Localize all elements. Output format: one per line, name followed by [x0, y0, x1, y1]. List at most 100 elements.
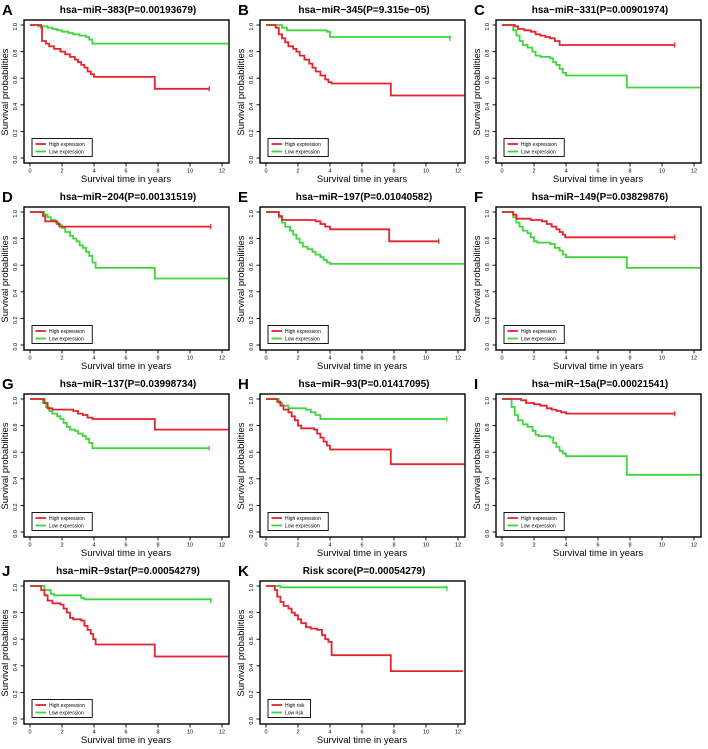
y-axis-label: Survival probabilities — [472, 48, 483, 135]
legend-label: Low expression — [285, 149, 320, 155]
x-tick-label: 4 — [328, 169, 331, 175]
x-tick-label: 2 — [60, 730, 63, 736]
x-axis-label: Survival time in years — [553, 361, 644, 372]
y-tick-label: 1.0 — [13, 23, 19, 31]
legend-box — [31, 512, 93, 531]
panel-title: hsa−miR−149(P=0.03829876) — [532, 192, 669, 203]
y-tick-label: 0.4 — [249, 664, 255, 672]
plot-box — [23, 206, 230, 351]
plot-box — [23, 19, 230, 164]
panel-letter: F — [474, 189, 483, 206]
legend-box — [503, 138, 565, 157]
x-axis-label: Survival time in years — [553, 174, 644, 185]
x-tick-label: 0 — [28, 730, 31, 736]
x-tick-label: 12 — [455, 169, 461, 175]
y-tick-label: 0.4 — [249, 477, 255, 485]
y-tick-label: 0.2 — [13, 129, 19, 137]
y-tick-label: 0.0 — [13, 530, 19, 538]
y-tick-label: 0.0 — [249, 530, 255, 538]
x-tick-label: 0 — [28, 169, 31, 175]
x-tick-label: 6 — [124, 730, 127, 736]
panel-title: Risk score(P=0.00054279) — [303, 566, 426, 577]
x-tick-label: 2 — [296, 356, 299, 362]
x-tick-label: 8 — [392, 356, 395, 362]
y-tick-label: 0.0 — [485, 343, 491, 351]
plot-box — [259, 580, 466, 725]
x-tick-label: 12 — [219, 730, 225, 736]
x-tick-label: 8 — [156, 169, 159, 175]
high-survival-curve — [502, 24, 675, 46]
plot-box — [23, 580, 230, 725]
x-axis-label: Survival time in years — [81, 174, 172, 185]
x-tick-label: 8 — [628, 543, 631, 549]
plot-box — [259, 206, 466, 351]
y-tick-label: 0.6 — [13, 637, 19, 645]
x-tick-label: 4 — [92, 730, 95, 736]
panel-letter: E — [238, 189, 248, 206]
x-axis-label: Survival time in years — [81, 548, 172, 559]
panel-letter: D — [2, 189, 13, 206]
x-tick-label: 2 — [296, 730, 299, 736]
panel-title: hsa−miR−137(P=0.03998734) — [60, 379, 197, 390]
legend-box — [267, 138, 329, 157]
x-tick-label: 6 — [124, 356, 127, 362]
x-tick-label: 0 — [500, 169, 503, 175]
legend-label: Low expression — [49, 710, 84, 716]
x-tick-label: 12 — [455, 356, 461, 362]
y-tick-label: 0.0 — [249, 343, 255, 351]
x-tick-label: 0 — [28, 543, 31, 549]
y-tick-label: 0.6 — [249, 263, 255, 271]
x-axis-label: Survival time in years — [317, 735, 408, 746]
panel-letter: H — [238, 376, 249, 393]
x-tick-label: 10 — [187, 356, 193, 362]
x-axis-label: Survival time in years — [317, 361, 408, 372]
x-tick-label: 12 — [691, 356, 697, 362]
y-tick-label: 0.8 — [13, 611, 19, 619]
y-tick-label: 0.4 — [485, 477, 491, 485]
x-tick-label: 2 — [532, 169, 535, 175]
legend-label: Low expression — [49, 523, 84, 529]
y-tick-label: 1.0 — [485, 397, 491, 405]
y-tick-label: 0.6 — [485, 76, 491, 84]
y-tick-label: 0.6 — [485, 263, 491, 271]
y-tick-label: 0.2 — [249, 129, 255, 137]
y-tick-label: 0.6 — [13, 76, 19, 84]
x-tick-label: 6 — [596, 356, 599, 362]
y-tick-label: 0.0 — [249, 717, 255, 725]
x-tick-label: 12 — [219, 543, 225, 549]
legend-box — [503, 325, 565, 344]
legend-label: High expression — [521, 516, 557, 522]
km-panel-K: K Risk score(P=0.00054279) 0 2 4 6 8 10 12 0.0 0.2… — [236, 561, 472, 749]
x-tick-label: 12 — [219, 169, 225, 175]
x-axis-label: Survival time in years — [317, 174, 408, 185]
y-tick-label: 1.0 — [249, 210, 255, 218]
y-axis-label: Survival probabilities — [0, 48, 11, 135]
panel-letter: B — [238, 2, 249, 19]
y-tick-label: 0.8 — [249, 611, 255, 619]
x-tick-label: 0 — [500, 543, 503, 549]
x-tick-label: 6 — [360, 730, 363, 736]
high-survival-curve — [30, 24, 210, 90]
x-tick-label: 8 — [392, 730, 395, 736]
panel-letter: A — [2, 2, 13, 19]
legend-box — [267, 512, 329, 531]
panel-title: hsa−miR−383(P=0.00193679) — [60, 5, 197, 16]
legend-label: Low expression — [521, 523, 556, 529]
x-tick-label: 0 — [264, 543, 267, 549]
plot-box — [23, 393, 230, 538]
